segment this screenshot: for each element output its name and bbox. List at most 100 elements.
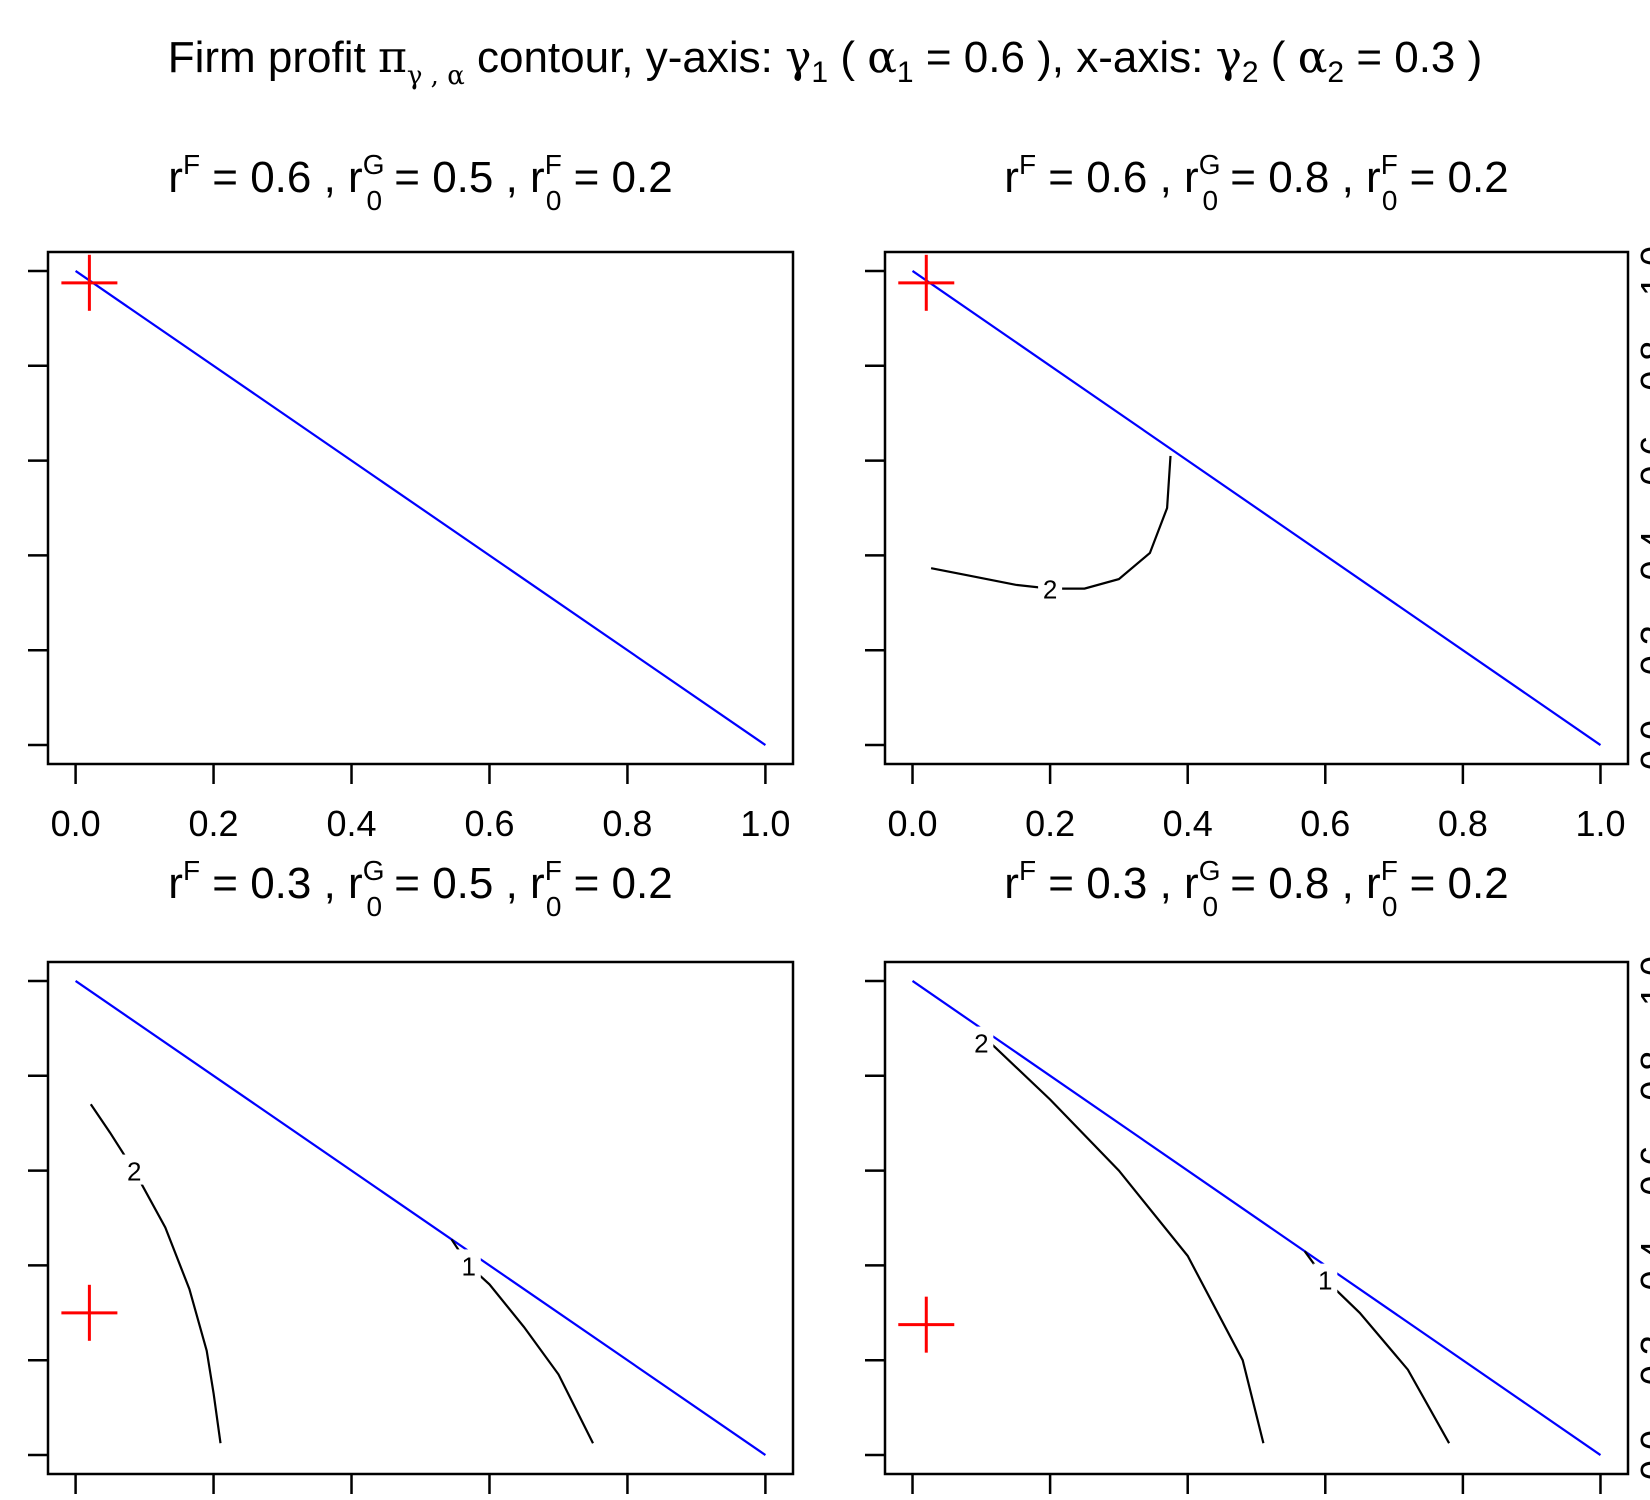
x-tick-label: 1.0 — [740, 803, 790, 844]
boundary-line — [911, 270, 1602, 746]
y-tick-label: 0.2 — [1633, 625, 1650, 675]
y-tick-label: 0.4 — [1633, 530, 1650, 580]
x-tick-label: 0.0 — [51, 803, 101, 844]
panel-title-part: 0 — [366, 185, 382, 216]
plot-frame — [883, 250, 1630, 766]
panel-title-part: 0 — [1382, 185, 1398, 216]
panel-title-part: G — [1199, 855, 1221, 886]
contour-line — [930, 455, 1172, 590]
x-tick-label: 0.8 — [1438, 803, 1488, 844]
panel-title-part: G — [363, 149, 385, 180]
panel-title-part: = 0.2 — [1397, 153, 1508, 202]
contour-label: 1 — [1318, 1266, 1332, 1296]
panel-title-part: 0 — [1202, 185, 1218, 216]
panel-title-part: r — [348, 153, 363, 202]
contour-label: 2 — [127, 1157, 141, 1187]
contour-label: 1 — [462, 1251, 476, 1281]
panel-title-part: F — [545, 149, 562, 180]
panel-title: rF = 0.6 , rG 0 = 0.8 , rF 0 = 0.2 — [1004, 149, 1508, 216]
panel-title-part: r — [1004, 153, 1019, 202]
panel-title-part: = 0.8 , — [1218, 859, 1366, 908]
panels: rF = 0.6 , rG 0 = 0.5 , rF 0 = 0.20.0 0.2 0.… — [28, 149, 1650, 1494]
panel-title-part: = 0.2 — [1397, 859, 1508, 908]
boundary-line — [74, 980, 767, 1456]
figure-title: Firm profit πγ , α contour, y-axis: γ1 (… — [168, 32, 1483, 91]
panel-title: rF = 0.3 , rG 0 = 0.8 , rF 0 = 0.2 — [1004, 855, 1508, 922]
contour-line — [89, 1103, 222, 1444]
panel-title-part: 0 — [546, 891, 562, 922]
panel-title-part: F — [183, 149, 200, 180]
plot-frame — [46, 250, 795, 766]
panel-title-part: r — [168, 859, 183, 908]
panel-title-part: r — [1184, 859, 1199, 908]
panel-title-part: = 0.5 , — [382, 153, 530, 202]
panel-2: rF = 0.6 , rG 0 = 0.8 , rF 0 = 0.20.0 0.2 0.… — [865, 149, 1650, 844]
panel-title-part: r — [1366, 859, 1381, 908]
panel-title-part: 0 — [1202, 891, 1218, 922]
contour-label-bg — [1313, 1263, 1338, 1294]
panel-3: rF = 0.3 , rG 0 = 0.5 , rF 0 = 0.221 — [28, 855, 795, 1494]
y-tick-label: 0.6 — [1633, 1146, 1650, 1196]
panel-title-part: 0 — [1382, 891, 1398, 922]
y-tick-label: 0.8 — [1633, 1051, 1650, 1101]
contour-line — [973, 1027, 1265, 1444]
plot-frame — [46, 960, 795, 1476]
panel-title-part: F — [1381, 149, 1398, 180]
panel-title-part: F — [545, 855, 562, 886]
x-tick-label: 1.0 — [1575, 803, 1625, 844]
panel-title-part: r — [348, 859, 363, 908]
contour-label: 2 — [974, 1029, 988, 1059]
contour-label: 2 — [1043, 575, 1057, 605]
panel-title-part: r — [530, 153, 545, 202]
panel-title: rF = 0.3 , rG 0 = 0.5 , rF 0 = 0.2 — [168, 855, 672, 922]
y-tick-label: 0.0 — [1633, 1430, 1650, 1480]
panel-title: rF = 0.6 , rG 0 = 0.5 , rF 0 = 0.2 — [168, 149, 672, 216]
x-tick-label: 0.0 — [887, 803, 937, 844]
panel-title-part: = 0.6 , — [1036, 153, 1184, 202]
contour-label-bg — [122, 1154, 147, 1185]
x-tick-label: 0.6 — [1300, 803, 1350, 844]
y-tick-label: 0.6 — [1633, 436, 1650, 486]
panel-title-part: G — [363, 855, 385, 886]
contour-label-bg — [969, 1026, 994, 1057]
y-tick-label: 0.2 — [1633, 1335, 1650, 1385]
panel-title-part: = 0.3 , — [200, 859, 348, 908]
panel-title-part: F — [1019, 149, 1036, 180]
panel-title-part: r — [1184, 153, 1199, 202]
y-tick-label: 0.4 — [1633, 1240, 1650, 1290]
y-tick-label: 0.0 — [1633, 720, 1650, 770]
x-tick-label: 0.4 — [1163, 803, 1213, 844]
panel-title-part: G — [1199, 149, 1221, 180]
panel-title-part: r — [1366, 153, 1381, 202]
panel-title-part: = 0.6 , — [200, 153, 348, 202]
panel-title-part: = 0.8 , — [1218, 153, 1366, 202]
panel-title-part: r — [1004, 859, 1019, 908]
panel-title-part: = 0.2 — [561, 859, 672, 908]
panel-title-part: = 0.2 — [561, 153, 672, 202]
contour-label-bg — [1038, 572, 1063, 603]
y-tick-label: 0.8 — [1633, 341, 1650, 391]
boundary-line — [74, 270, 767, 746]
panel-title-part: = 0.3 , — [1036, 859, 1184, 908]
panel-title-part: F — [1381, 855, 1398, 886]
panel-title-part: r — [168, 153, 183, 202]
panel-title-part: = 0.5 , — [382, 859, 530, 908]
plot-frame — [883, 960, 1630, 1476]
panel-title-part: F — [183, 855, 200, 886]
x-tick-label: 0.2 — [189, 803, 239, 844]
panel-title-part: r — [530, 859, 545, 908]
y-tick-label: 1.0 — [1633, 956, 1650, 1006]
x-tick-label: 0.6 — [464, 803, 514, 844]
y-tick-label: 1.0 — [1633, 246, 1650, 296]
contour-label-bg — [456, 1249, 481, 1280]
panel-title-part: F — [1019, 855, 1036, 886]
boundary-line — [911, 980, 1602, 1456]
x-tick-label: 0.4 — [326, 803, 376, 844]
panel-title-part: 0 — [366, 891, 382, 922]
x-tick-label: 0.8 — [602, 803, 652, 844]
panel-1: rF = 0.6 , rG 0 = 0.5 , rF 0 = 0.20.0 0.2 0.… — [28, 149, 795, 844]
panel-title-part: 0 — [546, 185, 562, 216]
x-tick-label: 0.2 — [1025, 803, 1075, 844]
panel-4: rF = 0.3 , rG 0 = 0.8 , rF 0 = 0.20.00.20.… — [865, 855, 1650, 1494]
